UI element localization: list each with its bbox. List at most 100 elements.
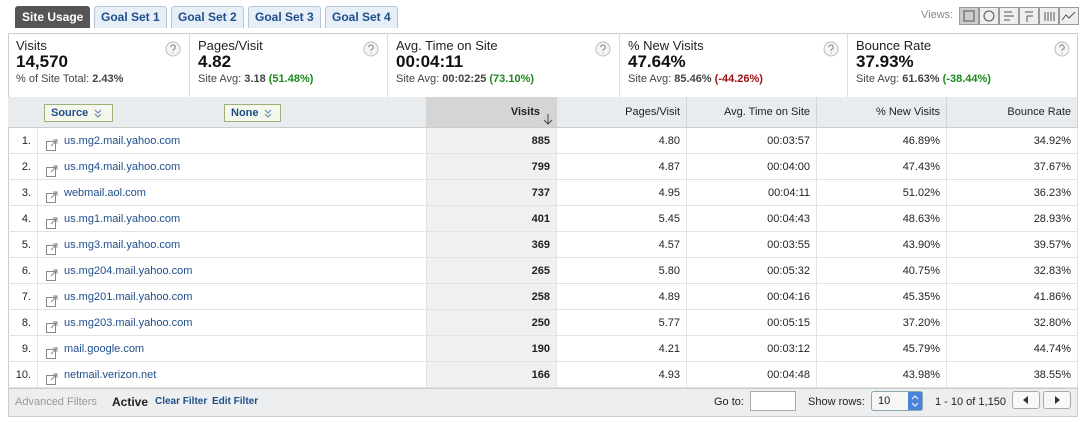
data-cell: 38.55% [947,362,1078,388]
external-link-icon[interactable] [46,265,58,281]
data-cell: 5.45 [557,206,687,232]
source-link[interactable]: netmail.verizon.net [64,369,157,381]
external-link-icon[interactable] [46,135,58,151]
source-cell: us.mg4.mail.yahoo.com [38,154,427,180]
data-cell: 00:05:32 [687,258,817,284]
next-page[interactable] [1043,391,1071,409]
sort-arrow [543,107,553,125]
goto-label: Go to: [714,396,744,408]
metric-sub-value: 2.43% [92,73,124,85]
help-icon[interactable] [165,41,181,57]
source-cell: us.mg201.mail.yahoo.com [38,284,427,310]
dimension-button[interactable]: Source [44,104,114,122]
external-link-icon[interactable] [46,213,58,229]
data-cell: 00:04:00 [687,154,817,180]
column-header[interactable]: Bounce Rate [947,97,1078,128]
select-arrow [908,392,922,410]
tab[interactable]: Goal Set 3 [248,6,321,28]
data-cell: 40.75% [817,258,947,284]
external-link-icon[interactable] [46,161,58,177]
help-icon[interactable] [823,41,839,57]
help-icon[interactable] [595,41,611,57]
tab[interactable]: Goal Set 1 [94,6,167,28]
help-icon[interactable] [1054,41,1070,57]
source-cell: us.mg204.mail.yahoo.com [38,258,427,284]
source-link[interactable]: us.mg203.mail.yahoo.com [64,317,193,329]
source-link[interactable]: us.mg201.mail.yahoo.com [64,291,193,303]
sort-svg [543,114,553,125]
secondary-dimension-button[interactable]: None [224,104,281,122]
row-index: 10. [8,362,38,388]
source-link[interactable]: us.mg1.mail.yahoo.com [64,213,181,225]
column-header[interactable]: % New Visits [817,97,947,128]
tab[interactable]: Goal Set 4 [325,6,398,28]
source-cell: webmail.aol.com [38,180,427,206]
column-header[interactable]: Visits [427,97,557,128]
ext-svg [46,139,58,151]
metric-sub-value: 61.63% [902,73,940,85]
external-link-icon[interactable] [46,239,58,255]
metric-change: (51.48%) [268,73,314,85]
data-cell: 47.43% [817,154,947,180]
dropdown-arrow [262,106,274,120]
metric-sub-value: 00:02:25 [442,73,487,85]
tab[interactable]: Site Usage [15,6,91,28]
pager-svg [1023,396,1028,404]
metric-sub: Site Avg: 61.63% (-38.44%) [856,73,1070,85]
prev-page[interactable] [1012,391,1040,409]
external-link-icon[interactable] [46,369,58,385]
column-header[interactable]: Avg. Time on Site [687,97,817,128]
column-header[interactable]: Pages/Visit [557,97,687,128]
data-cell: 258 [427,284,557,310]
data-cell: 45.35% [817,284,947,310]
ext-svg [46,217,58,229]
metric-change: (-44.26%) [714,73,763,85]
metric-box: Avg. Time on Site 00:04:11 Site Avg: 00:02… [388,33,620,97]
row-index: 4. [8,206,38,232]
data-cell: 5.77 [557,310,687,336]
data-cell: 28.93% [947,206,1078,232]
external-link-icon[interactable] [46,317,58,333]
row-index: 2. [8,154,38,180]
tab[interactable]: Goal Set 2 [171,6,244,28]
data-cell: 48.63% [817,206,947,232]
external-link-icon[interactable] [46,291,58,307]
source-link[interactable]: us.mg2.mail.yahoo.com [64,135,181,147]
data-cell: 32.80% [947,310,1078,336]
page-range: 1 - 10 of 1,150 [935,396,1006,408]
row-index: 3. [8,180,38,206]
source-link[interactable]: mail.google.com [64,343,145,355]
show-rows-select[interactable]: 10 [871,391,923,411]
help-icon[interactable] [363,41,379,57]
metric-label: % New Visits [628,38,704,53]
help-svg [363,41,379,57]
source-link[interactable]: us.mg3.mail.yahoo.com [64,239,181,251]
row-index: 7. [8,284,38,310]
data-cell: 45.79% [817,336,947,362]
data-cell: 885 [427,128,557,154]
external-link-icon[interactable] [46,187,58,203]
source-cell: us.mg203.mail.yahoo.com [38,310,427,336]
goto-input[interactable] [750,391,796,411]
data-cell: 00:04:11 [687,180,817,206]
row-index: 6. [8,258,38,284]
data-cell: 36.23% [947,180,1078,206]
help-svg [165,41,181,57]
ext-svg [46,243,58,255]
arrow-svg [94,109,102,118]
source-link[interactable]: us.mg4.mail.yahoo.com [64,161,181,173]
edit-filter[interactable]: Edit Filter [212,396,259,407]
data-cell: 43.98% [817,362,947,388]
clear-filter[interactable]: Clear Filter [155,396,208,407]
data-cell: 34.92% [947,128,1078,154]
advanced-filters[interactable]: Advanced Filters [15,396,97,408]
external-link-icon[interactable] [46,343,58,359]
ext-svg [46,295,58,307]
data-cell: 41.86% [947,284,1078,310]
data-cell: 265 [427,258,557,284]
show-rows-label: Show rows: [808,396,865,408]
data-cell: 4.57 [557,232,687,258]
row-index: 9. [8,336,38,362]
source-link[interactable]: us.mg204.mail.yahoo.com [64,265,193,277]
source-link[interactable]: webmail.aol.com [64,187,146,199]
